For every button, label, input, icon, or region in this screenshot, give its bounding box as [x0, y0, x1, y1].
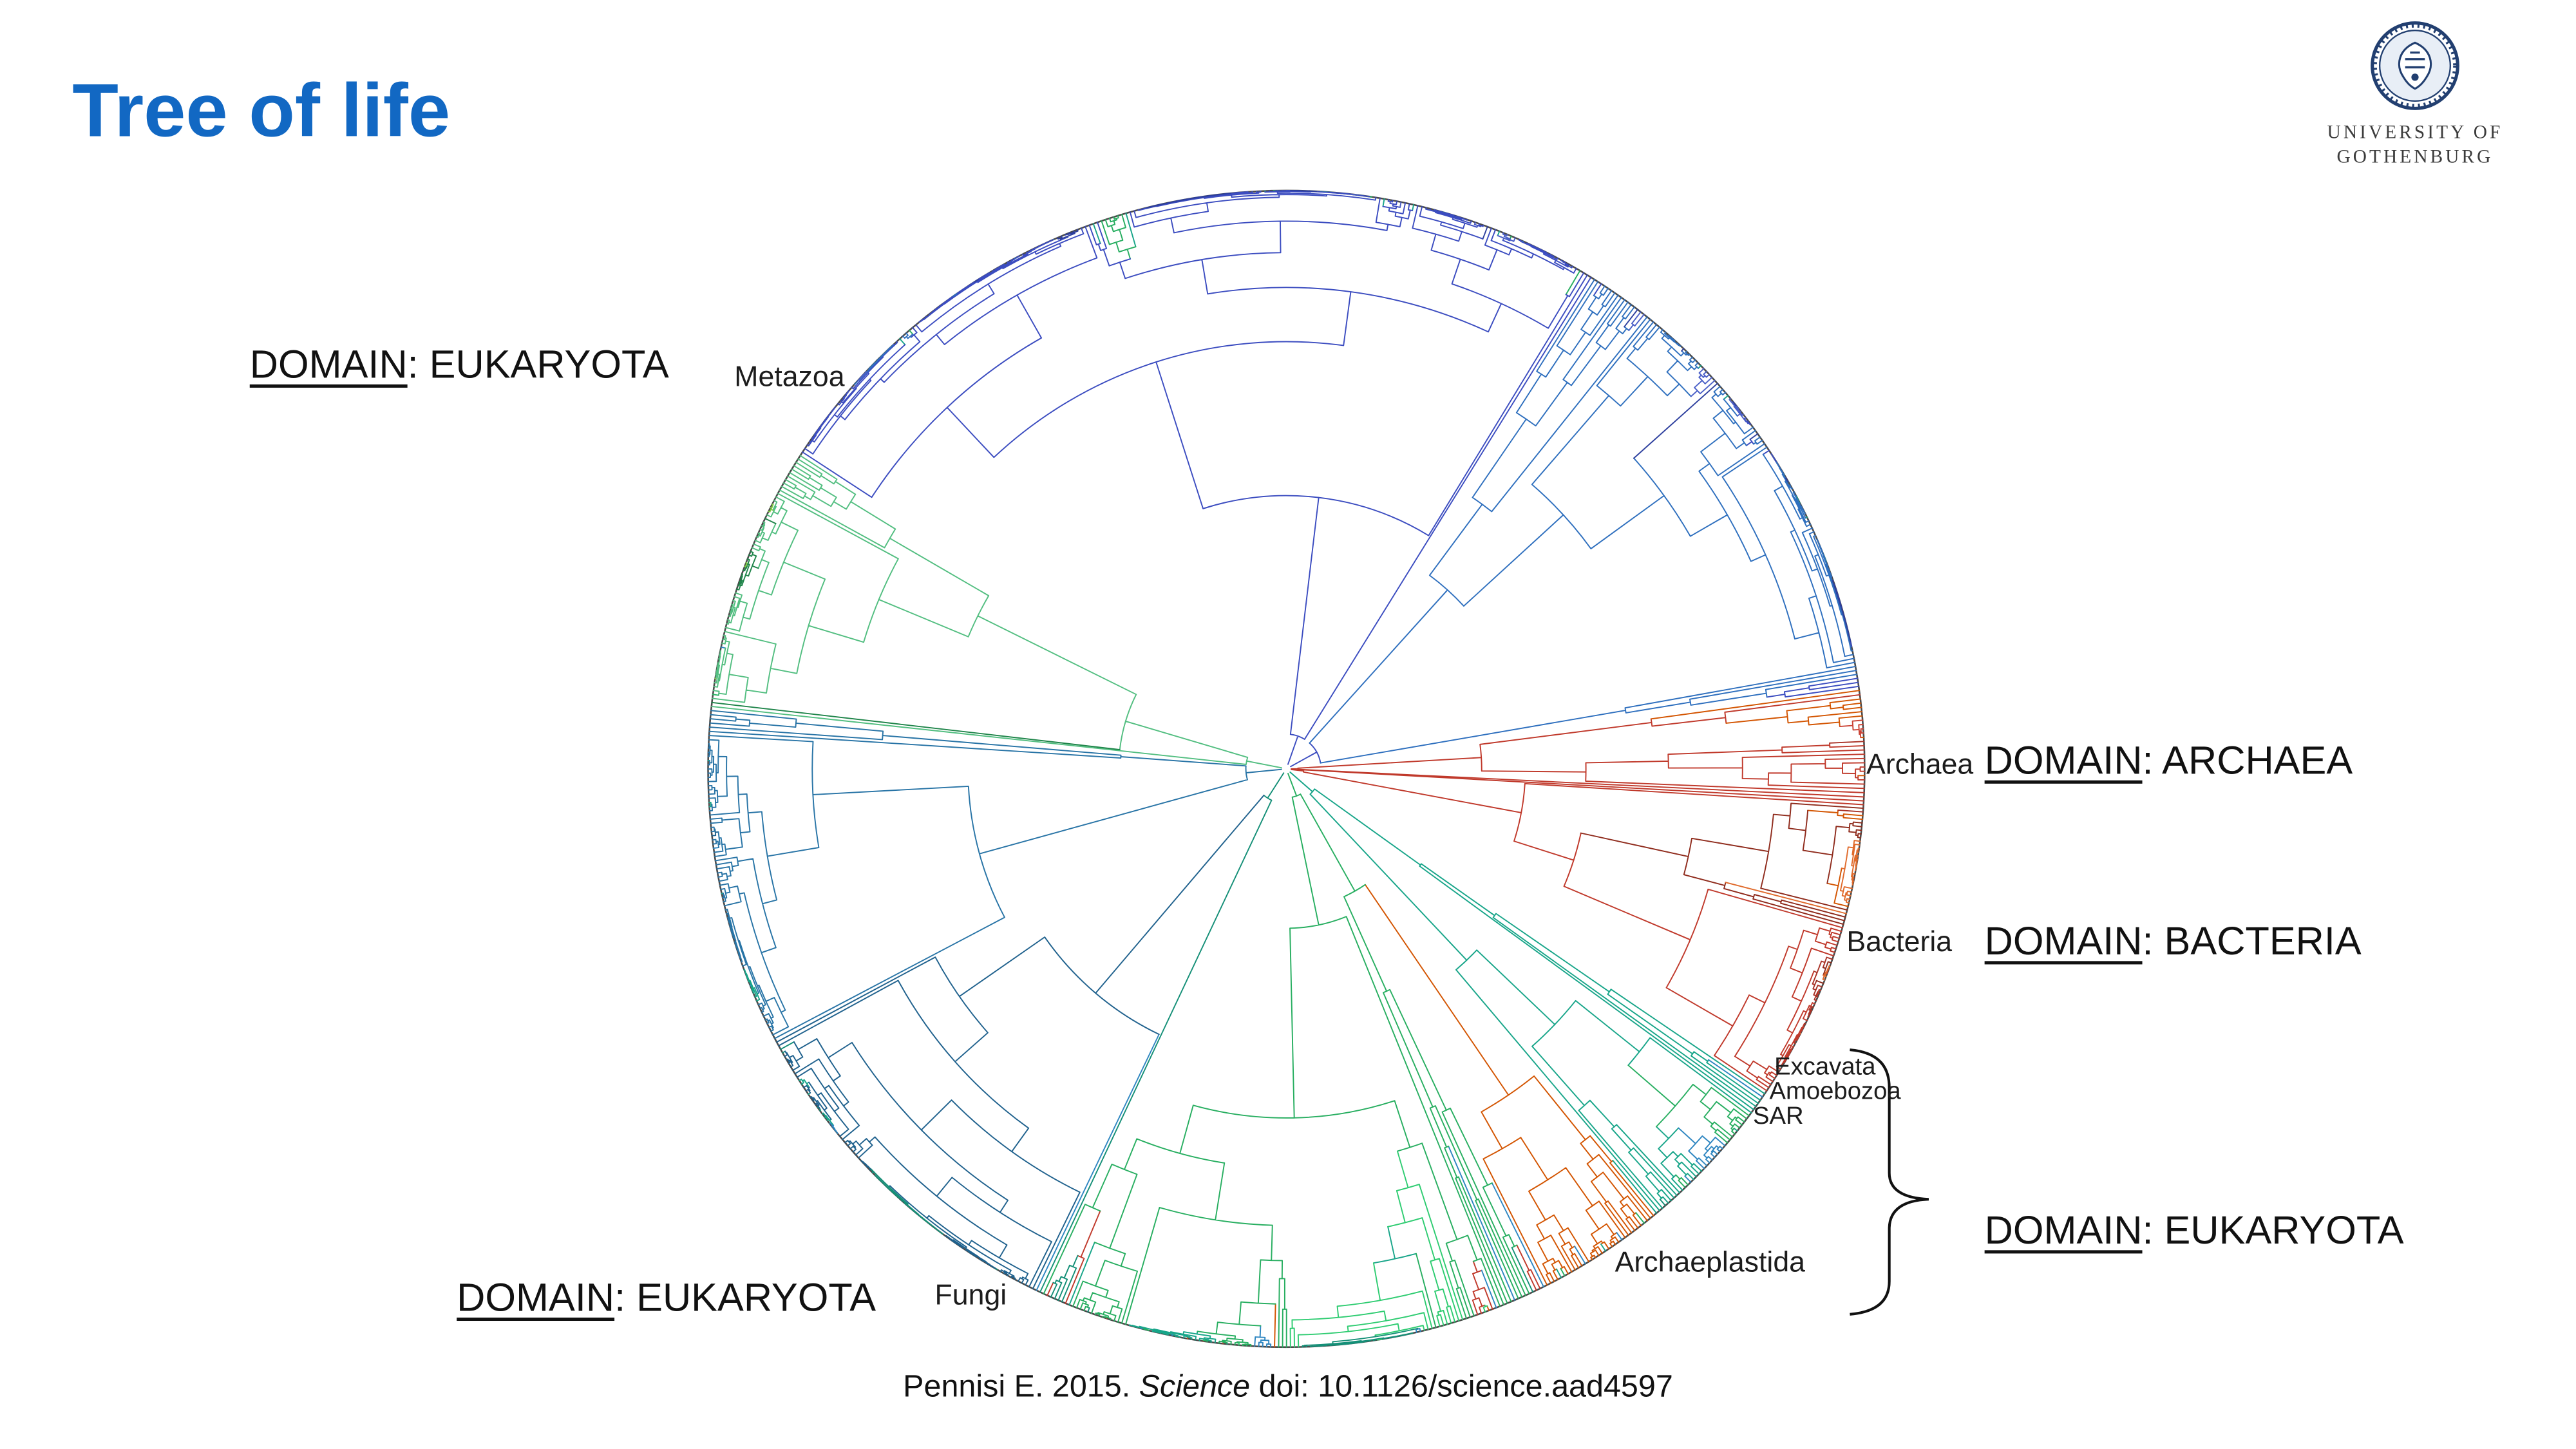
tree-branch-group	[711, 794, 1265, 1289]
clade-label-excavata: Excavata	[1774, 1053, 1876, 1081]
domain-label-eukaryota-bottom-left: DOMAIN: EUKARYOTA	[457, 1276, 876, 1322]
domain-word: DOMAIN	[1984, 739, 2143, 784]
tree-branch-group	[974, 189, 1852, 643]
domain-label-archaea: DOMAIN: ARCHAEA	[1985, 739, 2353, 785]
clade-label-archaea: Archaea	[1866, 747, 1974, 781]
tree-outer-ring	[707, 189, 1866, 1349]
domain-word: DOMAIN	[1984, 1209, 2143, 1254]
citation: Pennisi E. 2015. Science doi: 10.1126/sc…	[466, 1370, 2109, 1406]
tree-branch-group	[802, 189, 1860, 768]
university-logo: UNIVERSITY OF GOTHENBURG	[2300, 20, 2530, 171]
tree-branch-group	[1580, 802, 1864, 984]
tree-branch-group	[857, 189, 1750, 1348]
clade-label-fungi: Fungi	[934, 1278, 1007, 1311]
university-name-line2: GOTHENBURG	[2336, 147, 2494, 168]
tree-branch-group	[1046, 694, 1866, 1345]
tree-branch-group	[710, 455, 1283, 769]
domain-label-bacteria: DOMAIN: BACTERIA	[1985, 920, 2362, 966]
clade-label-bacteria: Bacteria	[1846, 925, 1953, 958]
citation-suffix: doi: 10.1126/science.aad4597	[1250, 1370, 1673, 1405]
clade-label-metazoa: Metazoa	[734, 359, 845, 393]
tree-branch-group	[1238, 1150, 1488, 1348]
tree-branch-group	[714, 503, 774, 679]
domain-rest: : EUKARYOTA	[2142, 1209, 2404, 1254]
university-name-line1: UNIVERSITY OF	[2327, 123, 2503, 143]
domain-word: DOMAIN	[457, 1276, 615, 1321]
tree-branch-group	[1187, 690, 1866, 1348]
tree-branch-group	[1804, 741, 1865, 1025]
tree-branch-group	[780, 772, 1666, 1348]
tree-branch-group	[1839, 719, 1864, 739]
tree-branch-group	[853, 205, 1858, 764]
domain-word: DOMAIN	[249, 343, 408, 388]
tree-branch-group	[1725, 840, 1861, 1035]
domain-rest: : EUKARYOTA	[614, 1276, 876, 1321]
domain-label-eukaryota-right: DOMAIN: EUKARYOTA	[1985, 1209, 2404, 1255]
tree-branch-group	[707, 710, 1282, 1039]
tree-branch-group	[857, 193, 1838, 593]
clade-label-sar: SAR	[1752, 1102, 1804, 1131]
domain-rest: : EUKARYOTA	[407, 343, 669, 388]
domain-label-eukaryota-top-left: DOMAIN: EUKARYOTA	[250, 343, 669, 389]
domain-word: DOMAIN	[1984, 920, 2143, 965]
university-seal-icon	[2371, 21, 2459, 110]
eukaryota-bracket	[1850, 1048, 1929, 1316]
tree-branch-group	[712, 694, 719, 696]
page-title: Tree of life	[72, 67, 451, 153]
clade-label-archaeplastida: Archaeplastida	[1615, 1245, 1806, 1278]
domain-rest: : BACTERIA	[2142, 920, 2362, 965]
tree-branches	[707, 189, 1866, 1348]
clade-label-amoebozoa: Amoebozoa	[1769, 1077, 1901, 1106]
tree-branch-group	[711, 518, 1121, 750]
domain-rest: : ARCHAEA	[2142, 739, 2353, 784]
citation-journal: Science	[1139, 1370, 1251, 1405]
tree-branch-group	[712, 646, 1763, 1348]
citation-prefix: Pennisi E. 2015.	[903, 1370, 1139, 1405]
